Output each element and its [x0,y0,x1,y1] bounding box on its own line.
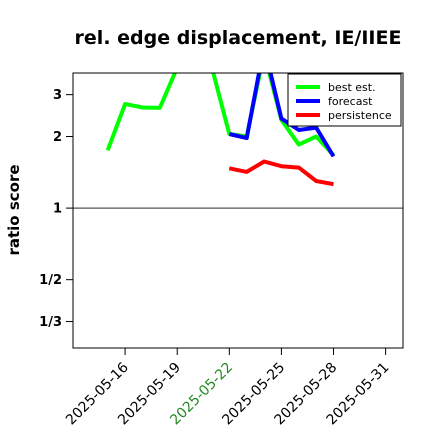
y-tick-label: 3 [53,88,62,103]
y-tick-label: 2 [53,130,62,145]
series-line-persistence [228,159,334,187]
plot-frame [72,72,404,349]
chart-title: rel. edge displacement, IE/IIEE [75,27,402,49]
x-axis-ticks: 2025-05-162025-05-192025-05-222025-05-25… [63,348,392,428]
y-tick-label: 1/2 [39,273,62,288]
y-tick-label: 1 [53,202,62,217]
y-axis-label: ratio score [5,164,23,255]
legend-label: forecast [328,95,373,108]
legend-label: persistence [328,109,392,122]
series-line-best-est [105,73,335,157]
y-axis-ticks: 1/3 1/2 1 2 3 [39,88,73,330]
y-tick-label: 1/3 [39,315,62,330]
series-line-forecast [228,73,336,158]
legend-label: best est. [328,81,376,94]
series-layer [105,73,336,187]
